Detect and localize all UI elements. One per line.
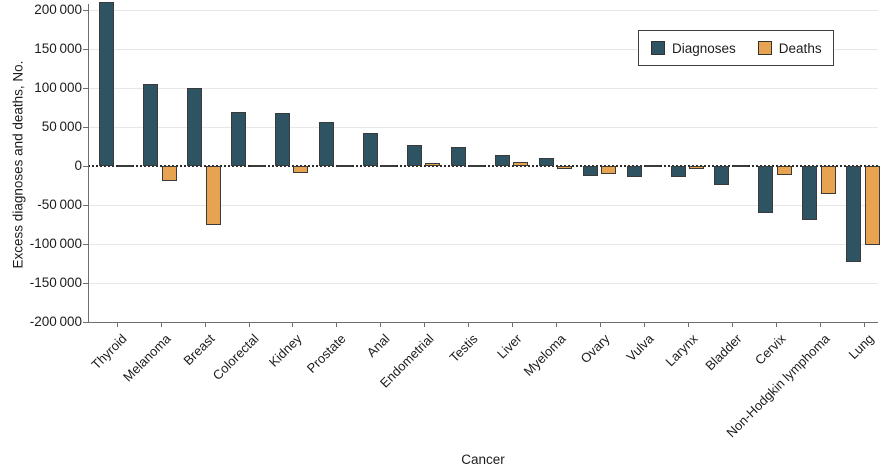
y-tick-label: 50 000 xyxy=(41,118,82,134)
bar-deaths-testis xyxy=(469,164,485,167)
legend-label-deaths: Deaths xyxy=(778,40,822,56)
bar-diagnoses-colorectal xyxy=(231,111,246,166)
x-tick xyxy=(644,322,645,327)
x-tick xyxy=(380,322,382,327)
x-tick xyxy=(292,322,294,327)
y-tick xyxy=(83,126,88,128)
x-axis-title: Cancer xyxy=(461,452,505,467)
y-axis-line xyxy=(88,4,89,322)
bar-diagnoses-anal xyxy=(362,132,378,166)
x-tick xyxy=(424,322,426,327)
y-tick-label: 200 000 xyxy=(34,1,82,17)
y-tick xyxy=(83,87,88,89)
y-tick-label: 150 000 xyxy=(34,40,82,56)
x-axis-line xyxy=(88,322,878,323)
bar-deaths-lung xyxy=(864,165,880,245)
y-tick xyxy=(83,204,88,206)
bar-diagnoses-lung xyxy=(846,165,862,262)
gridline xyxy=(88,126,878,128)
gridline xyxy=(88,48,878,50)
x-tick xyxy=(512,322,514,327)
x-tick xyxy=(248,322,250,327)
bar-deaths-larynx xyxy=(689,165,704,169)
legend-entry-deaths: Deaths xyxy=(757,40,822,56)
bar-deaths-cervix xyxy=(776,165,792,176)
x-tick xyxy=(863,322,865,327)
deaths-swatch-icon xyxy=(757,41,772,55)
bar-deaths-anal xyxy=(381,164,397,167)
gridline xyxy=(88,87,878,89)
y-tick-label: 0 xyxy=(74,157,82,173)
y-tick xyxy=(83,165,88,167)
bar-diagnoses-melanoma xyxy=(143,83,159,166)
bar-deaths-prostate xyxy=(337,164,353,167)
x-tick xyxy=(600,322,602,327)
x-tick xyxy=(116,322,118,327)
bar-deaths-vulva xyxy=(645,164,660,167)
x-tick xyxy=(468,322,470,327)
bar-deaths-liver xyxy=(513,161,529,166)
x-tick xyxy=(819,322,821,327)
y-tick xyxy=(83,48,88,50)
gridline xyxy=(88,9,878,11)
diagnoses-swatch-icon xyxy=(651,41,665,55)
bar-deaths-breast xyxy=(205,165,221,226)
x-tick xyxy=(336,322,338,327)
gridline xyxy=(88,204,878,206)
bar-diagnoses-kidney xyxy=(274,113,290,166)
bar-deaths-non-hodgkin-lymphoma xyxy=(820,165,836,194)
bar-diagnoses-bladder xyxy=(714,165,730,186)
bar-deaths-ovary xyxy=(601,165,617,175)
x-tick xyxy=(775,322,777,327)
x-tick xyxy=(731,322,733,327)
bar-diagnoses-ovary xyxy=(582,165,598,176)
bar-diagnoses-vulva xyxy=(626,165,642,177)
y-tick-label: 100 000 xyxy=(34,79,82,95)
x-tick xyxy=(160,322,162,327)
bar-deaths-endometrial xyxy=(425,163,441,166)
y-tick xyxy=(83,282,88,284)
bar-deaths-colorectal xyxy=(249,164,265,167)
bar-diagnoses-breast xyxy=(187,88,202,166)
x-tick xyxy=(204,322,206,327)
bar-diagnoses-myeloma xyxy=(538,157,554,166)
y-tick xyxy=(83,243,88,245)
bar-diagnoses-liver xyxy=(494,154,510,166)
bar-diagnoses-cervix xyxy=(758,165,774,214)
y-tick-label: -150 000 xyxy=(29,274,82,290)
bar-diagnoses-non-hodgkin-lymphoma xyxy=(802,165,818,221)
y-axis-title: Excess diagnoses and deaths, No. xyxy=(10,60,26,269)
bar-diagnoses-larynx xyxy=(670,165,686,178)
gridline xyxy=(88,282,878,284)
legend: Diagnoses Deaths xyxy=(638,30,834,66)
legend-label-diagnoses: Diagnoses xyxy=(672,40,736,56)
y-tick-label: -50 000 xyxy=(37,196,82,212)
bar-diagnoses-thyroid xyxy=(99,1,115,166)
bar-deaths-myeloma xyxy=(557,165,573,169)
bar-deaths-thyroid xyxy=(117,164,133,167)
bar-deaths-melanoma xyxy=(161,165,177,182)
bar-diagnoses-endometrial xyxy=(406,144,422,166)
bar-diagnoses-testis xyxy=(450,147,466,166)
y-tick-label: -200 000 xyxy=(29,313,82,329)
bar-deaths-kidney xyxy=(293,165,309,173)
legend-entry-diagnoses: Diagnoses xyxy=(651,41,736,56)
bar-diagnoses-prostate xyxy=(318,122,334,166)
x-tick xyxy=(688,322,689,327)
bar-deaths-bladder xyxy=(732,164,748,167)
x-tick xyxy=(556,322,558,327)
y-tick xyxy=(83,9,88,11)
y-tick xyxy=(83,321,88,323)
y-tick-label: -100 000 xyxy=(29,235,82,251)
gridline xyxy=(88,243,878,245)
